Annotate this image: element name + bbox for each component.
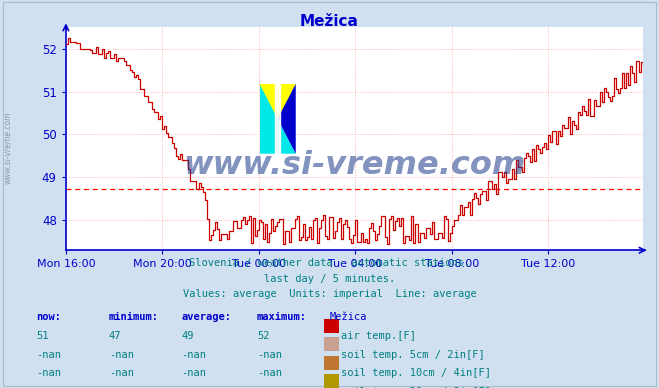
Text: -nan: -nan [109,368,134,378]
Polygon shape [277,84,296,154]
Text: -nan: -nan [109,350,134,360]
Text: Slovenia / weather data - automatic stations.: Slovenia / weather data - automatic stat… [189,258,470,268]
Text: last day / 5 minutes.: last day / 5 minutes. [264,274,395,284]
Text: www.si-vreme.com: www.si-vreme.com [3,111,13,184]
Text: soil temp. 20cm / 8in[F]: soil temp. 20cm / 8in[F] [341,387,492,388]
Text: average:: average: [181,312,231,322]
Text: -nan: -nan [181,368,206,378]
Text: -nan: -nan [257,350,282,360]
Text: -nan: -nan [109,387,134,388]
Polygon shape [260,84,296,154]
Text: soil temp. 5cm / 2in[F]: soil temp. 5cm / 2in[F] [341,350,485,360]
Polygon shape [275,84,280,154]
Text: -nan: -nan [36,368,61,378]
Text: -nan: -nan [181,350,206,360]
Text: 52: 52 [257,331,270,341]
Text: Values: average  Units: imperial  Line: average: Values: average Units: imperial Line: av… [183,289,476,299]
Text: www.si-vreme.com: www.si-vreme.com [183,150,525,181]
Text: -nan: -nan [36,350,61,360]
Text: -nan: -nan [36,387,61,388]
Text: -nan: -nan [181,387,206,388]
Text: 49: 49 [181,331,194,341]
Text: soil temp. 10cm / 4in[F]: soil temp. 10cm / 4in[F] [341,368,492,378]
Text: -nan: -nan [257,368,282,378]
Text: -nan: -nan [257,387,282,388]
Text: Mežica: Mežica [330,312,367,322]
Text: Mežica: Mežica [300,14,359,29]
Text: maximum:: maximum: [257,312,307,322]
Text: now:: now: [36,312,61,322]
Text: 51: 51 [36,331,49,341]
Text: minimum:: minimum: [109,312,159,322]
Text: air temp.[F]: air temp.[F] [341,331,416,341]
Polygon shape [260,84,296,154]
Text: 47: 47 [109,331,121,341]
